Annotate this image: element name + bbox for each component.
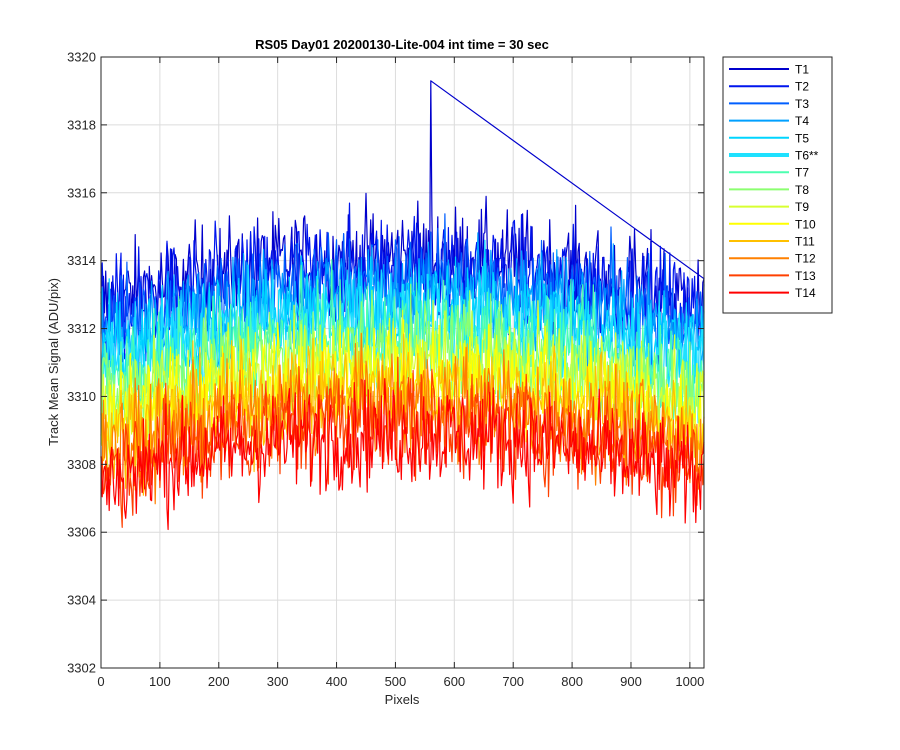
chart-title: RS05 Day01 20200130-Lite-004 int time = … (255, 37, 549, 52)
y-tick-label: 3308 (67, 457, 96, 472)
x-axis-label: Pixels (385, 692, 420, 707)
x-tick-label: 0 (97, 674, 104, 689)
y-axis-label: Track Mean Signal (ADU/pix) (46, 278, 61, 446)
y-axis-ticks: 3302 3304 3306 3308 3310 3312 3314 3316 3318 3320 (67, 50, 704, 676)
y-tick-label: 3314 (67, 253, 96, 268)
y-tick-label: 3306 (67, 525, 96, 540)
y-tick-label: 3310 (67, 389, 96, 404)
legend-label: T7 (795, 166, 809, 180)
x-tick-label: 100 (149, 674, 171, 689)
legend-box (722, 56, 833, 314)
legend-label: T9 (795, 200, 809, 214)
legend-label: T6** (795, 149, 819, 163)
legend-label: T2 (795, 80, 809, 94)
legend-label: T1 (795, 63, 809, 77)
y-tick-label: 3316 (67, 185, 96, 200)
plot-area-frame (100, 56, 705, 669)
legend-label: T12 (795, 252, 816, 266)
x-tick-label: 900 (620, 674, 642, 689)
legend-label: T14 (795, 286, 816, 300)
x-tick-label: 800 (561, 674, 583, 689)
x-tick-label: 500 (385, 674, 407, 689)
y-tick-label: 3312 (67, 321, 96, 336)
series-line-T6 (100, 264, 705, 444)
legend-label: T11 (795, 235, 815, 249)
x-tick-label: 300 (267, 674, 289, 689)
legend-label: T4 (795, 114, 809, 128)
x-tick-label: 1000 (675, 674, 704, 689)
y-tick-label: 3320 (67, 50, 96, 65)
y-tick-label: 3318 (67, 117, 96, 132)
x-tick-label: 700 (502, 674, 524, 689)
legend-label: T8 (795, 183, 809, 197)
legend: T1 T2 T3 T4 T5 T6** T7 T8 T9 T10 T11 T12 T13 T14 (722, 56, 833, 314)
y-tick-label: 3302 (67, 661, 96, 676)
legend-label: T5 (795, 131, 809, 145)
series-line-T14 (100, 378, 705, 531)
legend-label: T3 (795, 97, 809, 111)
y-tick-label: 3304 (67, 593, 96, 608)
legend-label: T13 (795, 269, 816, 283)
series-lines (100, 80, 705, 531)
x-tick-label: 200 (208, 674, 230, 689)
legend-label: T10 (795, 217, 816, 231)
x-axis-ticks: 0 100 200 300 400 500 600 700 800 900 1000 (97, 57, 704, 689)
x-tick-label: 600 (443, 674, 465, 689)
series-line-T13 (100, 356, 705, 529)
x-tick-label: 400 (326, 674, 348, 689)
